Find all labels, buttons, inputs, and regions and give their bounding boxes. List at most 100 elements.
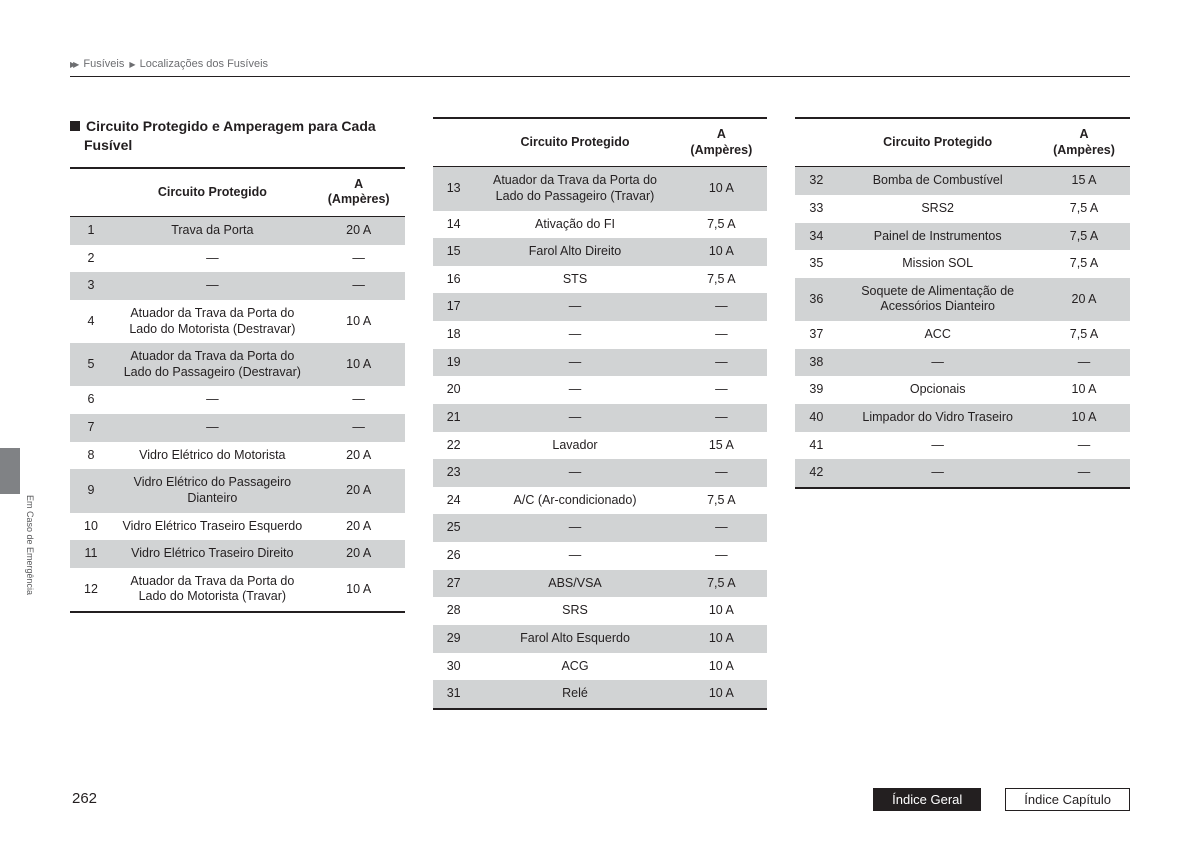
footer-buttons: Índice Geral Índice Capítulo: [873, 788, 1130, 811]
fuse-number: 39: [795, 376, 837, 404]
table-row: 15Farol Alto Direito10 A: [433, 238, 768, 266]
fuse-amperage: —: [1038, 432, 1130, 460]
fuse-amperage: —: [1038, 349, 1130, 377]
table-row: 14Ativação do FI7,5 A: [433, 211, 768, 239]
table-row: 6——: [70, 386, 405, 414]
fuse-amperage: 10 A: [675, 597, 767, 625]
fuse-amperage: —: [675, 542, 767, 570]
fuse-amperage: 7,5 A: [675, 211, 767, 239]
fuse-amperage: —: [675, 349, 767, 377]
fuse-amperage: 7,5 A: [675, 570, 767, 598]
fuse-description: Mission SOL: [837, 250, 1038, 278]
fuse-amperage: 20 A: [313, 469, 405, 512]
fuse-tbody-3: 32Bomba de Combustível15 A33SRS27,5 A34P…: [795, 167, 1130, 488]
table-header-blank: [795, 118, 837, 167]
fuse-amperage: —: [675, 514, 767, 542]
table-row: 11Vidro Elétrico Traseiro Direito20 A: [70, 540, 405, 568]
table-row: 31Relé10 A: [433, 680, 768, 709]
fuse-number: 10: [70, 513, 112, 541]
fuse-amperage: —: [313, 414, 405, 442]
fuse-number: 34: [795, 223, 837, 251]
column-2: Circuito Protegido A(Ampères) 13Atuador …: [433, 117, 768, 710]
breadcrumb-part1: Fusíveis: [83, 58, 124, 70]
fuse-description: Bomba de Combustível: [837, 167, 1038, 195]
fuse-description: Trava da Porta: [112, 217, 313, 245]
fuse-description: Atuador da Trava da Porta do Lado do Mot…: [112, 300, 313, 343]
page-container: ▶▶ Fusíveis ▶ Localizações dos Fusíveis …: [0, 0, 1200, 845]
fuse-description: A/C (Ar-condicionado): [475, 487, 676, 515]
fuse-description: —: [112, 414, 313, 442]
table-row: 29Farol Alto Esquerdo10 A: [433, 625, 768, 653]
fuse-number: 24: [433, 487, 475, 515]
table-row: 39Opcionais10 A: [795, 376, 1130, 404]
fuse-amperage: 20 A: [313, 540, 405, 568]
fuse-number: 29: [433, 625, 475, 653]
square-icon: [70, 121, 80, 131]
table-row: 17——: [433, 293, 768, 321]
fuse-number: 6: [70, 386, 112, 414]
fuse-number: 9: [70, 469, 112, 512]
fuse-amperage: 20 A: [1038, 278, 1130, 321]
fuse-description: —: [112, 245, 313, 273]
fuse-number: 13: [433, 167, 475, 211]
fuse-amperage: 15 A: [1038, 167, 1130, 195]
fuse-number: 5: [70, 343, 112, 386]
fuse-description: SRS2: [837, 195, 1038, 223]
fuse-description: Farol Alto Direito: [475, 238, 676, 266]
index-chapter-button[interactable]: Índice Capítulo: [1005, 788, 1130, 811]
columns-wrapper: Circuito Protegido e Amperagem para Cada…: [70, 117, 1130, 710]
fuse-amperage: 7,5 A: [1038, 250, 1130, 278]
fuse-description: Atuador da Trava da Porta do Lado do Pas…: [112, 343, 313, 386]
fuse-number: 20: [433, 376, 475, 404]
column-3: Circuito Protegido A(Ampères) 32Bomba de…: [795, 117, 1130, 710]
table-row: 38——: [795, 349, 1130, 377]
table-row: 34Painel de Instrumentos7,5 A: [795, 223, 1130, 251]
section-title-text: Circuito Protegido e Amperagem para Cada…: [84, 118, 376, 153]
table-row: 37ACC7,5 A: [795, 321, 1130, 349]
table-header-circuit: Circuito Protegido: [112, 168, 313, 217]
table-header-amp: A(Ampères): [675, 118, 767, 167]
table-row: 5Atuador da Trava da Porta do Lado do Pa…: [70, 343, 405, 386]
table-row: 33SRS27,5 A: [795, 195, 1130, 223]
fuse-number: 38: [795, 349, 837, 377]
fuse-description: Opcionais: [837, 376, 1038, 404]
table-row: 12Atuador da Trava da Porta do Lado do M…: [70, 568, 405, 612]
fuse-amperage: 20 A: [313, 217, 405, 245]
fuse-number: 41: [795, 432, 837, 460]
fuse-description: —: [112, 386, 313, 414]
table-header-circuit: Circuito Protegido: [475, 118, 676, 167]
fuse-number: 28: [433, 597, 475, 625]
breadcrumb: ▶▶ Fusíveis ▶ Localizações dos Fusíveis: [70, 58, 1130, 77]
fuse-amperage: 20 A: [313, 442, 405, 470]
table-row: 19——: [433, 349, 768, 377]
column-1: Circuito Protegido e Amperagem para Cada…: [70, 117, 405, 710]
index-general-button[interactable]: Índice Geral: [873, 788, 981, 811]
table-row: 40Limpador do Vidro Traseiro10 A: [795, 404, 1130, 432]
fuse-amperage: —: [313, 386, 405, 414]
fuse-description: —: [475, 404, 676, 432]
table-row: 24A/C (Ar-condicionado)7,5 A: [433, 487, 768, 515]
fuse-amperage: 10 A: [675, 167, 767, 211]
fuse-amperage: —: [313, 272, 405, 300]
fuse-description: —: [837, 349, 1038, 377]
fuse-amperage: 10 A: [675, 653, 767, 681]
table-header-circuit: Circuito Protegido: [837, 118, 1038, 167]
fuse-tbody-1: 1Trava da Porta20 A2——3——4Atuador da Tra…: [70, 217, 405, 613]
fuse-description: Atuador da Trava da Porta do Lado do Mot…: [112, 568, 313, 612]
fuse-number: 37: [795, 321, 837, 349]
table-header-amp: A(Ampères): [313, 168, 405, 217]
fuse-description: —: [837, 432, 1038, 460]
fuse-number: 30: [433, 653, 475, 681]
fuse-amperage: —: [313, 245, 405, 273]
fuse-number: 19: [433, 349, 475, 377]
fuse-description: ACG: [475, 653, 676, 681]
fuse-amperage: —: [675, 376, 767, 404]
fuse-amperage: 7,5 A: [1038, 195, 1130, 223]
fuse-number: 26: [433, 542, 475, 570]
fuse-number: 31: [433, 680, 475, 709]
table-row: 26——: [433, 542, 768, 570]
fuse-description: ACC: [837, 321, 1038, 349]
fuse-description: Ativação do FI: [475, 211, 676, 239]
fuse-number: 22: [433, 432, 475, 460]
table-row: 36Soquete de Alimentação de Acessórios D…: [795, 278, 1130, 321]
